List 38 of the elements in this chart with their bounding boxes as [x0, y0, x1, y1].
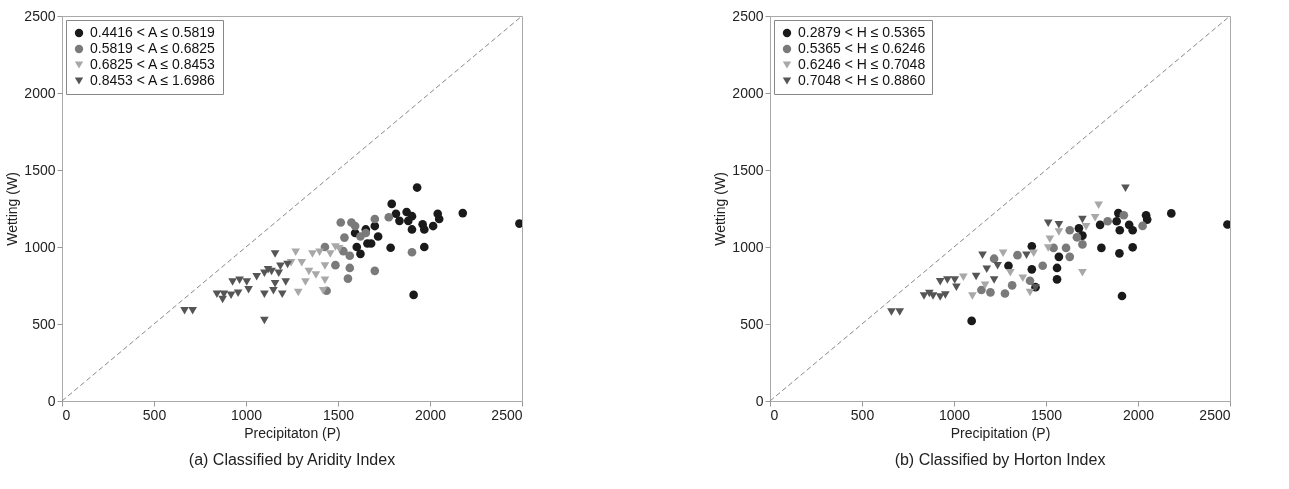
text: (b) Classified by Horton Index	[894, 451, 1106, 468]
x-tick-label: 0	[770, 406, 779, 423]
x-axis-title: Precipitaton (P)	[244, 424, 341, 441]
y-tick-label: 2500	[24, 7, 56, 24]
y-tick-label: 2500	[732, 7, 764, 24]
x-tick-label: 2000	[1122, 406, 1155, 423]
x-tick-label: 500	[142, 406, 167, 423]
legend-label: 0.5819 < A ≤ 0.6825	[90, 40, 216, 56]
y-axis-title: Wetting (W)	[712, 172, 729, 246]
x-tick-label: 2500	[491, 406, 523, 423]
x-axis-title: Precipitation (P)	[950, 424, 1051, 441]
x-tick-label: 500	[850, 406, 875, 423]
y-tick-label: 500	[32, 315, 56, 332]
x-tick-label: 2000	[414, 406, 447, 423]
x-tick-label: 1000	[230, 406, 263, 423]
y-tick-label: 500	[740, 315, 764, 332]
y-tick-label: 0	[755, 392, 764, 409]
y-tick-label: 1000	[732, 238, 764, 255]
y-tick-label: 1500	[24, 161, 56, 178]
y-tick-label: 0	[47, 392, 56, 409]
legend-label: 0.4416 < A ≤ 0.5819	[90, 24, 216, 40]
y-tick-label: 1500	[732, 161, 764, 178]
legend-label: 0.5365 < H ≤ 0.6246	[798, 40, 926, 56]
legend-label: 0.8453 < A ≤ 1.6986	[90, 72, 216, 88]
legend-label: 0.7048 < H ≤ 0.8860	[798, 72, 926, 88]
legend-label: 0.2879 < H ≤ 0.5365	[798, 24, 926, 40]
x-tick-label: 2500	[1199, 406, 1231, 423]
y-tick-label: 1000	[24, 238, 56, 255]
x-tick-label: 0	[62, 406, 71, 423]
x-tick-label: 1000	[938, 406, 971, 423]
text: (a) Classified by Aridity Index	[188, 451, 396, 468]
legend-label: 0.6825 < A ≤ 0.8453	[90, 56, 216, 72]
x-tick-label: 1500	[1030, 406, 1063, 423]
y-tick-label: 2000	[24, 84, 56, 101]
y-tick-label: 2000	[732, 84, 764, 101]
x-tick-label: 1500	[322, 406, 355, 423]
legend-label: 0.6246 < H ≤ 0.7048	[798, 56, 926, 72]
y-axis-title: Wetting (W)	[4, 172, 21, 246]
